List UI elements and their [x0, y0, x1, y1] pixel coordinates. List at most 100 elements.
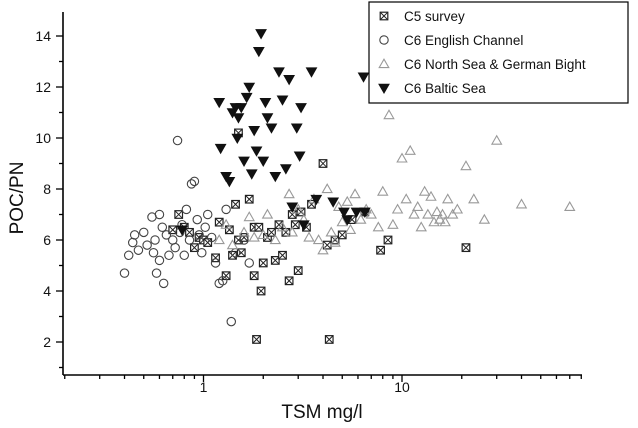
data-point: [422, 208, 434, 219]
data-point: [383, 235, 393, 245]
y-ticks: [56, 35, 63, 369]
data-point: [303, 231, 315, 242]
data-point: [240, 92, 253, 104]
data-point: [257, 228, 270, 240]
data-point: [305, 67, 318, 78]
data-point: [238, 156, 250, 167]
data-point: [396, 152, 408, 163]
data-point: [478, 213, 491, 224]
data-point: [327, 197, 340, 208]
y-tick-labels: 2 4 6 8 10 12 14: [35, 28, 51, 350]
data-point: [250, 146, 263, 157]
y-tick-label-2: 2: [43, 334, 51, 350]
data-point: [254, 222, 264, 232]
data-point: [425, 190, 437, 201]
y-tick-label-10: 10: [35, 130, 51, 146]
data-point: [418, 185, 431, 196]
data-point: [148, 248, 159, 258]
legend-label-c6-north-sea: C6 North Sea & German Bight: [404, 57, 586, 72]
data-point: [157, 222, 168, 233]
y-tick-label-12: 12: [35, 79, 51, 95]
data-point: [293, 151, 306, 162]
data-point: [490, 134, 503, 145]
data-point: [293, 266, 303, 275]
data-point: [324, 335, 334, 344]
data-point: [286, 226, 299, 237]
legend-marker-2: [379, 35, 389, 45]
data-point: [273, 67, 285, 78]
data-point: [210, 258, 221, 268]
y-tick-label-4: 4: [43, 283, 51, 299]
data-point: [133, 245, 144, 255]
data-point: [295, 103, 307, 114]
data-point: [189, 176, 200, 187]
y-tick-label-8: 8: [43, 181, 51, 197]
data-point: [383, 109, 395, 120]
data-point: [164, 250, 174, 261]
data-point: [232, 113, 245, 124]
data-point: [434, 213, 446, 224]
data-point: [226, 316, 237, 327]
data-point: [376, 245, 385, 255]
data-point: [276, 95, 289, 106]
data-point: [243, 211, 255, 222]
data-point: [197, 248, 207, 258]
data-point: [270, 256, 280, 265]
data-point: [181, 204, 192, 215]
legend-box: [368, 1, 629, 104]
data-point: [341, 195, 354, 206]
data-point: [235, 103, 248, 114]
data-point: [213, 98, 226, 109]
data-point: [221, 204, 231, 215]
legend-label-c5-survey: C5 survey: [404, 9, 465, 24]
data-point: [468, 193, 480, 204]
data-point: [214, 143, 227, 155]
data-point: [357, 72, 370, 83]
data-point: [161, 230, 172, 240]
data-point: [170, 242, 180, 253]
data-point: [290, 123, 303, 134]
data-point: [446, 208, 459, 219]
data-point: [154, 209, 165, 220]
data-point: [202, 209, 213, 220]
series-2-points: [119, 135, 254, 327]
data-point: [325, 226, 337, 237]
legend: C5 survey C6 English Channel C6 North Se…: [368, 1, 629, 104]
data-point: [248, 126, 261, 137]
data-point: [224, 225, 234, 235]
data-point: [341, 215, 354, 226]
x-tick-label-10: 10: [394, 379, 410, 395]
data-point: [244, 194, 254, 204]
data-point: [217, 276, 228, 286]
data-point: [184, 235, 195, 245]
data-point: [243, 82, 256, 94]
data-point: [286, 202, 299, 213]
data-point: [249, 271, 259, 281]
data-point: [269, 171, 282, 183]
data-point: [290, 220, 300, 230]
data-point: [176, 225, 188, 236]
data-point: [194, 230, 204, 240]
data-point: [436, 208, 449, 219]
legend-marker-4: [378, 83, 390, 95]
data-point: [391, 203, 404, 214]
data-point: [372, 221, 385, 232]
data-point: [276, 221, 289, 232]
data-point: [186, 179, 197, 189]
data-point: [138, 227, 149, 238]
legend-marker-1: [379, 11, 389, 21]
data-point: [350, 207, 363, 218]
x-tick-label-1: 1: [200, 379, 208, 395]
data-point: [265, 123, 278, 134]
data-point: [336, 216, 348, 227]
data-point: [355, 213, 367, 224]
data-point: [154, 255, 165, 266]
data-point: [226, 239, 239, 250]
data-point: [408, 208, 420, 219]
data-point: [284, 276, 294, 286]
data-point: [312, 234, 325, 245]
data-point: [127, 237, 138, 248]
data-point: [358, 207, 371, 218]
data-point: [332, 200, 345, 211]
data-point: [252, 47, 265, 58]
